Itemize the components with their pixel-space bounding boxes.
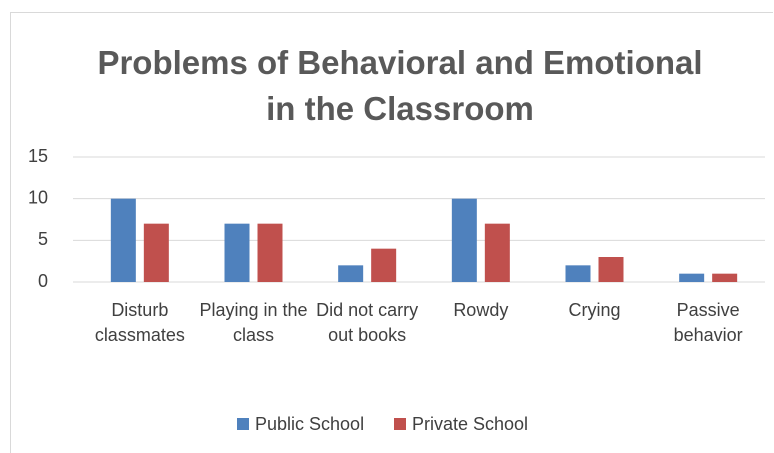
legend-item: Public School	[237, 412, 364, 436]
x-tick-label: Passive behavior	[673, 300, 743, 345]
bar	[679, 273, 705, 282]
y-tick-label: 10	[28, 187, 48, 207]
x-tick-label: Playing in the class	[199, 300, 308, 345]
bar	[224, 223, 250, 282]
bar	[598, 257, 624, 282]
chart-frame	[10, 12, 773, 453]
x-tick-label: Did not carry out books	[316, 300, 419, 345]
x-tick-label: Crying	[568, 300, 621, 320]
bar	[565, 265, 591, 282]
bar	[143, 223, 169, 282]
y-tick-label: 0	[38, 271, 48, 291]
bar	[484, 223, 510, 282]
bar	[338, 265, 364, 282]
legend-item: Private School	[394, 412, 528, 436]
legend-label: Public School	[255, 414, 365, 434]
x-tick-label: Disturb classmates	[94, 300, 185, 345]
y-tick-label: 15	[28, 146, 48, 166]
bar	[451, 198, 477, 282]
bar	[712, 273, 738, 282]
x-tick-label: Rowdy	[453, 300, 509, 320]
legend-label: Private School	[412, 414, 529, 434]
bar	[371, 248, 397, 282]
y-tick-label: 5	[38, 229, 48, 249]
legend-swatch	[394, 418, 406, 430]
bar	[257, 223, 283, 282]
chart-title: Problems of Behavioral and Emotional in …	[97, 44, 703, 127]
legend-swatch	[237, 418, 249, 430]
bar	[110, 198, 136, 282]
